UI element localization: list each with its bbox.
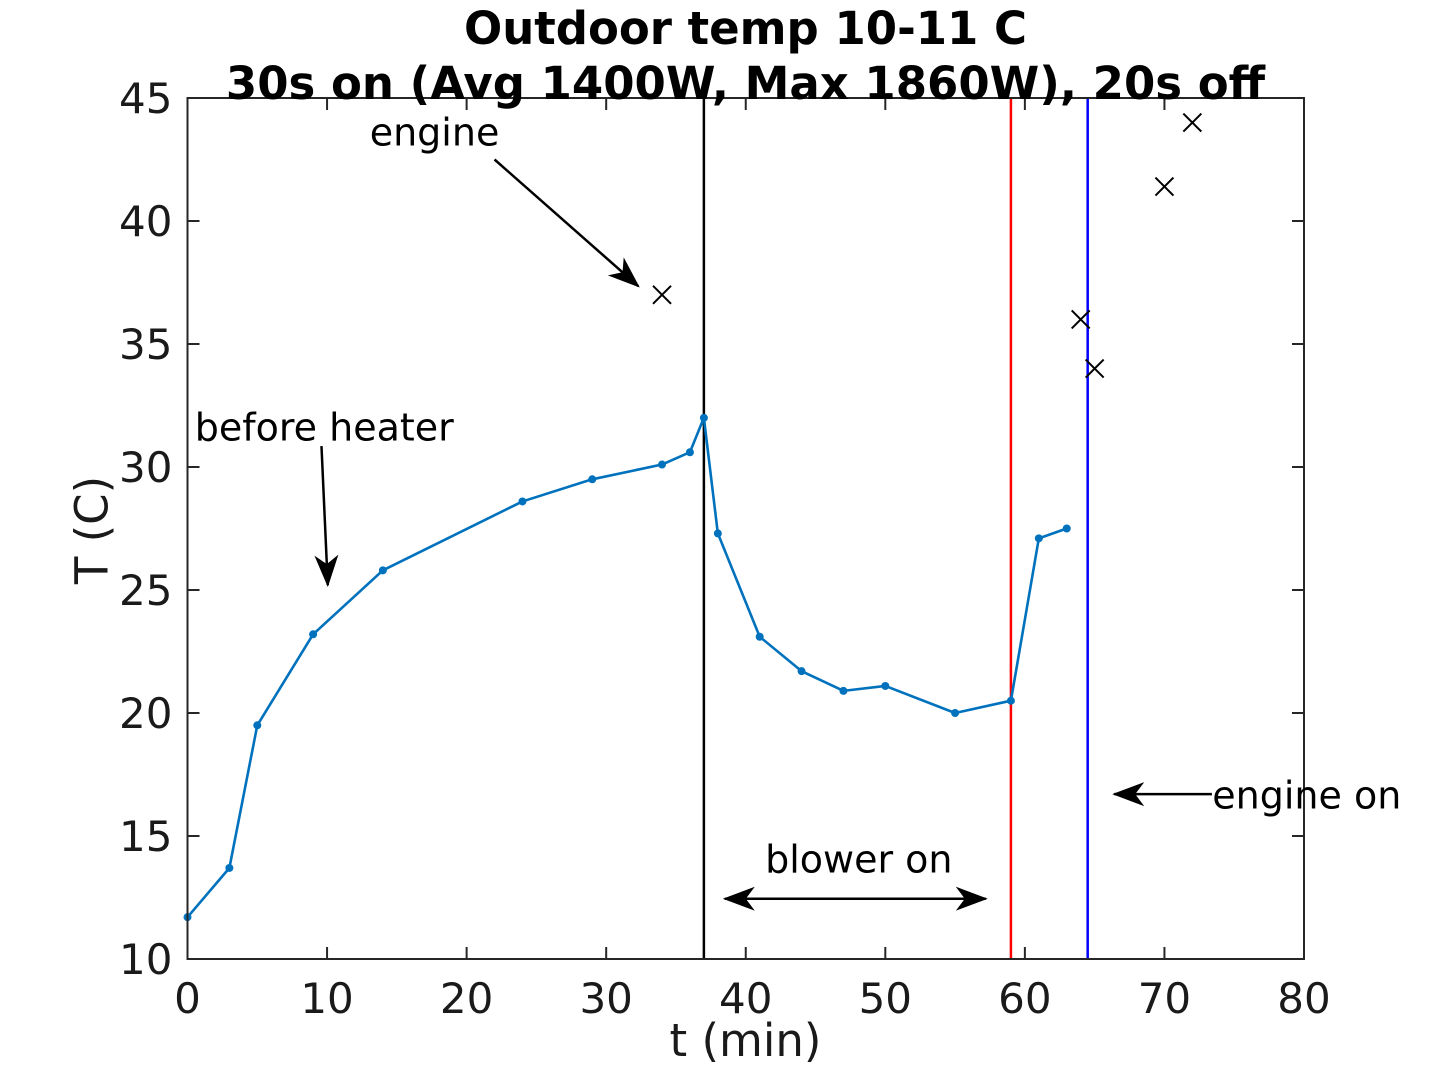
x-tick-label: 40 [719, 974, 772, 1023]
y-tick-label: 10 [119, 935, 172, 984]
y-tick-label: 35 [119, 320, 172, 369]
data-point [685, 448, 694, 457]
data-point [253, 721, 262, 730]
event-vlines [702, 98, 1089, 959]
x-tick-label: 50 [859, 974, 912, 1023]
data-point [309, 630, 318, 639]
y-tick-label: 20 [119, 689, 172, 738]
y-tick-label: 30 [119, 443, 172, 492]
x-tick-label: 70 [1138, 974, 1191, 1023]
x-marker [1154, 176, 1175, 197]
annotation-text-blower-on: blower on [765, 837, 952, 881]
data-point [797, 667, 806, 676]
data-point [378, 566, 387, 575]
x-marker [1084, 358, 1105, 379]
chart-title-line2: 30s on (Avg 1400W, Max 1860W), 20s off [225, 57, 1266, 110]
data-point [755, 632, 764, 641]
x-tick-label: 80 [1277, 974, 1330, 1023]
data-point [881, 681, 890, 690]
data-point [588, 475, 597, 484]
x-marker [1182, 112, 1203, 133]
data-point [699, 413, 708, 422]
annotation-text-before-heater: before heater [195, 406, 454, 450]
data-point [713, 529, 722, 538]
annotation-before-heater: before heater [195, 406, 454, 588]
data-point [658, 460, 667, 469]
x-marker [1070, 309, 1091, 330]
annotation-engine: engine [370, 110, 640, 288]
y-axis-label: T (C) [65, 475, 119, 585]
chart-title-line1: Outdoor temp 10-11 C [463, 2, 1028, 55]
annotation-engine-on: engine on [1112, 773, 1401, 817]
data-point [225, 863, 234, 872]
x-tick-label: 20 [440, 974, 493, 1023]
x-tick-label: 30 [579, 974, 632, 1023]
x-marker [652, 285, 672, 305]
y-tick-label: 25 [119, 566, 172, 615]
data-point [518, 497, 527, 506]
chart-title: Outdoor temp 10-11 C 30s on (Avg 1400W, … [187, 6, 1304, 106]
series-before-heater [183, 413, 1071, 922]
annotation-blower-on: blower on [722, 837, 988, 911]
x-tick-label: 60 [998, 974, 1051, 1023]
data-point [1006, 696, 1015, 705]
annotation-text-engine: engine [370, 110, 500, 154]
x-axis-label: t (min) [669, 1014, 822, 1067]
data-point [839, 686, 848, 695]
annotation-text-engine-on: engine on [1212, 773, 1401, 817]
annotation-arrow [314, 446, 339, 588]
x-tick-label: 0 [174, 974, 201, 1023]
plot-box [186, 97, 1305, 960]
series-engine [652, 112, 1203, 379]
data-point [951, 709, 960, 717]
y-tick-label: 45 [119, 74, 172, 123]
annotation-arrow [493, 158, 640, 288]
data-point [1034, 534, 1043, 543]
y-tick-label: 15 [119, 812, 172, 861]
y-tick-label: 40 [119, 197, 172, 246]
x-tick-label: 10 [300, 974, 353, 1023]
data-point [1062, 524, 1071, 533]
